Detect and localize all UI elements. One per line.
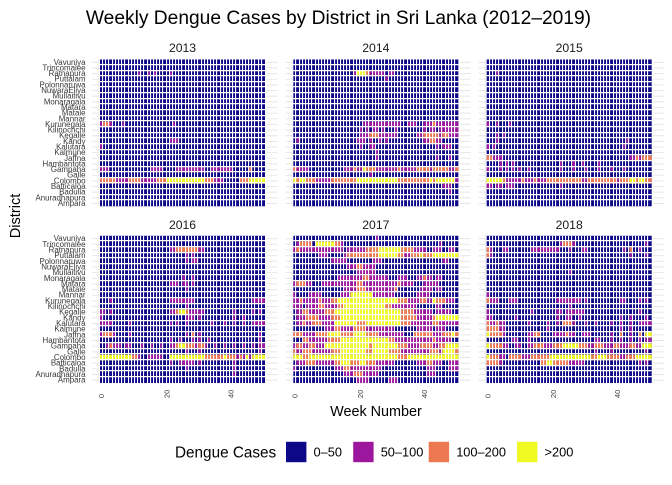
- svg-text:Jaffna: Jaffna: [64, 330, 86, 339]
- svg-text:Batticaloa: Batticaloa: [51, 182, 86, 191]
- svg-text:Kalmune: Kalmune: [54, 148, 86, 157]
- svg-text:Vavuniya: Vavuniya: [54, 58, 86, 67]
- svg-text:0: 0: [290, 394, 299, 398]
- svg-text:Colombo: Colombo: [54, 353, 86, 362]
- svg-text:Kilinochchi: Kilinochchi: [48, 302, 86, 311]
- svg-text:Matara: Matara: [61, 103, 86, 112]
- svg-text:Mannar: Mannar: [59, 114, 86, 123]
- svg-text:NuwaraEliya: NuwaraEliya: [41, 262, 86, 271]
- svg-text:40: 40: [613, 390, 622, 398]
- svg-text:Hambantota: Hambantota: [43, 336, 87, 345]
- svg-text:2014: 2014: [362, 41, 389, 55]
- svg-text:Jaffna: Jaffna: [64, 154, 86, 163]
- svg-text:>200: >200: [545, 444, 574, 459]
- svg-text:Kurunegala: Kurunegala: [45, 120, 86, 129]
- svg-text:Matale: Matale: [62, 285, 86, 294]
- svg-text:Week Number: Week Number: [330, 404, 422, 420]
- svg-text:Kilinochchi: Kilinochchi: [48, 126, 86, 135]
- svg-text:Kegalle: Kegalle: [59, 308, 86, 317]
- svg-text:Ratnapura: Ratnapura: [49, 245, 86, 254]
- svg-text:Kalutara: Kalutara: [56, 319, 86, 328]
- svg-text:20: 20: [162, 390, 171, 398]
- svg-text:Ratnapura: Ratnapura: [49, 69, 86, 78]
- svg-text:NuwaraEliya: NuwaraEliya: [41, 86, 86, 95]
- svg-text:40: 40: [226, 390, 235, 398]
- svg-text:Monaragala: Monaragala: [44, 97, 86, 106]
- svg-text:Mullaitivu: Mullaitivu: [53, 268, 86, 277]
- svg-text:2018: 2018: [556, 218, 583, 232]
- svg-text:Kandy: Kandy: [63, 313, 85, 322]
- svg-text:Kurunegala: Kurunegala: [45, 296, 86, 305]
- svg-text:Anuradhapura: Anuradhapura: [35, 193, 86, 202]
- svg-text:Monaragala: Monaragala: [44, 274, 86, 283]
- svg-text:Galle: Galle: [67, 347, 86, 356]
- svg-text:Polonnaruwa: Polonnaruwa: [39, 257, 86, 266]
- svg-text:20: 20: [356, 390, 365, 398]
- svg-text:Gampaha: Gampaha: [51, 165, 86, 174]
- svg-text:20: 20: [549, 390, 558, 398]
- svg-text:Mannar: Mannar: [59, 291, 86, 300]
- svg-text:Polonnaruwa: Polonnaruwa: [39, 80, 86, 89]
- svg-text:Ampara: Ampara: [58, 199, 86, 208]
- svg-text:Badulla: Badulla: [59, 188, 86, 197]
- svg-text:Colombo: Colombo: [54, 176, 86, 185]
- svg-text:0: 0: [97, 394, 106, 398]
- svg-text:2013: 2013: [169, 41, 196, 55]
- svg-text:2016: 2016: [169, 218, 196, 232]
- svg-text:Badulla: Badulla: [59, 364, 86, 373]
- svg-text:Hambantota: Hambantota: [43, 159, 87, 168]
- svg-text:Kalutara: Kalutara: [56, 142, 86, 151]
- svg-text:100–200: 100–200: [456, 444, 506, 459]
- svg-text:Puttalam: Puttalam: [54, 251, 86, 260]
- svg-text:Puttalam: Puttalam: [54, 75, 86, 84]
- svg-text:Galle: Galle: [67, 171, 86, 180]
- svg-text:0–50: 0–50: [314, 444, 342, 459]
- svg-text:Batticaloa: Batticaloa: [51, 359, 86, 368]
- svg-text:Trincomalee: Trincomalee: [42, 240, 86, 249]
- svg-text:District: District: [8, 194, 24, 239]
- svg-text:Matara: Matara: [61, 279, 86, 288]
- svg-text:Kegalle: Kegalle: [59, 131, 86, 140]
- svg-text:Kalmune: Kalmune: [54, 325, 86, 334]
- svg-text:Matale: Matale: [62, 109, 86, 118]
- svg-text:Mullaitivu: Mullaitivu: [53, 92, 86, 101]
- svg-text:Anuradhapura: Anuradhapura: [35, 370, 86, 379]
- svg-text:Weekly Dengue Cases by Distric: Weekly Dengue Cases by District in Sri L…: [86, 8, 591, 29]
- svg-text:2017: 2017: [362, 218, 389, 232]
- svg-text:40: 40: [420, 390, 429, 398]
- svg-text:2015: 2015: [556, 41, 583, 55]
- svg-text:Kandy: Kandy: [63, 137, 85, 146]
- svg-text:Ampara: Ampara: [58, 376, 86, 385]
- svg-text:Dengue Cases: Dengue Cases: [175, 445, 277, 462]
- svg-text:50–100: 50–100: [381, 444, 424, 459]
- svg-text:Gampaha: Gampaha: [51, 342, 86, 351]
- svg-text:Vavuniya: Vavuniya: [54, 234, 86, 243]
- svg-text:Trincomalee: Trincomalee: [42, 63, 86, 72]
- svg-text:0: 0: [484, 394, 493, 398]
